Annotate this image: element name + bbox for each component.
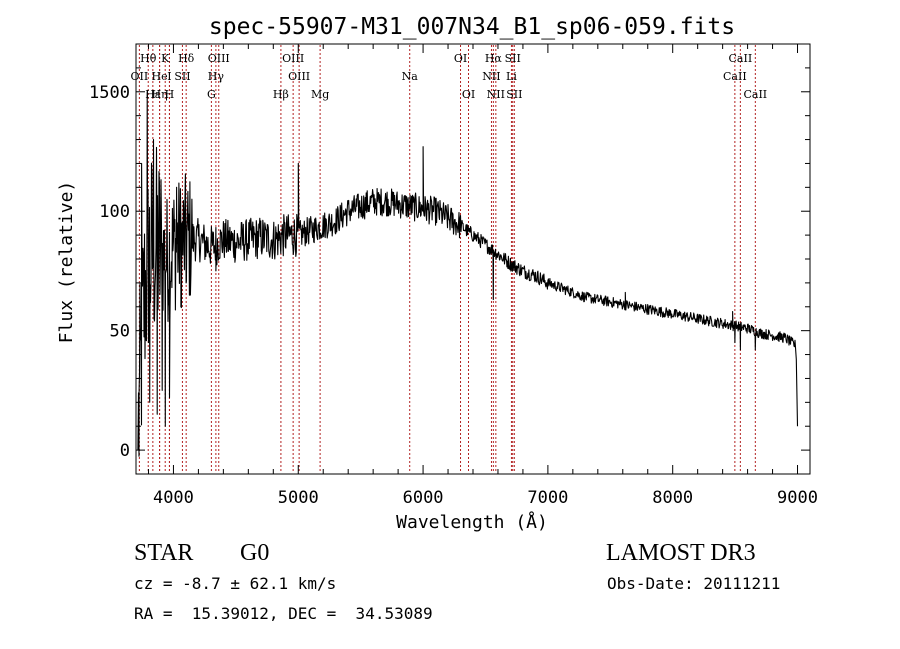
x-axis-ticks: 4000 5000 6000 7000 8000 9000	[147, 44, 818, 508]
observation-date: Obs-Date: 20111211	[607, 574, 781, 593]
line-label-23: Mg	[311, 88, 329, 101]
line-label-11: I	[167, 70, 171, 83]
line-label-17: CaII	[723, 70, 747, 83]
spectrum-series	[137, 91, 799, 457]
line-label-19: Hη	[151, 88, 167, 101]
x-tick-label: 7000	[527, 488, 568, 508]
line-label-0: Hθ	[140, 52, 157, 65]
line-label-25: OI	[462, 88, 475, 101]
line-label-18: Hε	[145, 88, 161, 101]
line-label-4: OIII	[282, 52, 304, 65]
line-label-9: OII	[131, 70, 149, 83]
object-class: STAR	[134, 540, 194, 566]
line-label-12: SII	[174, 70, 190, 83]
x-tick-label: 8000	[652, 488, 693, 508]
line-label-27: SII	[506, 88, 522, 101]
line-label-26: NII	[487, 88, 505, 101]
line-label-10: He	[152, 70, 168, 83]
coordinates: RA = 15.39012, DEC = 34.53089	[134, 604, 433, 623]
y-tick-label: 1500	[89, 83, 130, 103]
emission-line-markers	[138, 45, 756, 473]
y-tick-label: 100	[99, 202, 130, 222]
line-label-21: G	[207, 88, 216, 101]
line-label-5: OI	[454, 52, 467, 65]
x-tick-label: 4000	[153, 488, 194, 508]
y-tick-label: 0	[120, 441, 130, 461]
x-axis-label: Wavelength (Å)	[396, 511, 548, 533]
x-tick-label: 9000	[777, 488, 818, 508]
line-label-3: OIII	[208, 52, 230, 65]
line-label-20: H	[165, 88, 175, 101]
y-axis-ticks: 0 50 100 1500	[89, 67, 810, 461]
line-label-8: CaII	[729, 52, 753, 65]
redshift-cz: cz = -8.7 ± 62.1 km/s	[134, 574, 337, 593]
line-label-28: CaII	[743, 88, 767, 101]
object-subclass: G0	[240, 540, 270, 566]
line-label-15: NII	[482, 70, 500, 83]
line-label-2: Hδ	[178, 52, 195, 65]
line-label-7: SII	[505, 52, 521, 65]
line-label-16: Li	[506, 70, 517, 83]
plot-frame	[135, 43, 811, 475]
line-label-6: Hα	[485, 52, 503, 65]
line-label-14: OIII	[288, 70, 310, 83]
x-tick-label: 5000	[278, 488, 319, 508]
y-axis-label: Flux (relative)	[56, 181, 77, 344]
line-label-22: Hβ	[273, 88, 289, 101]
y-tick-label: 50	[110, 322, 130, 342]
line-label-24: Na	[402, 70, 419, 83]
line-label-13: Hγ	[208, 70, 225, 83]
chart-title: spec-55907-M31_007N34_B1_sp06-059.fits	[209, 14, 735, 40]
spectrum-line	[137, 91, 799, 457]
x-tick-label: 6000	[403, 488, 444, 508]
survey-name: LAMOST DR3	[606, 540, 756, 566]
line-label-1: K	[161, 52, 170, 65]
